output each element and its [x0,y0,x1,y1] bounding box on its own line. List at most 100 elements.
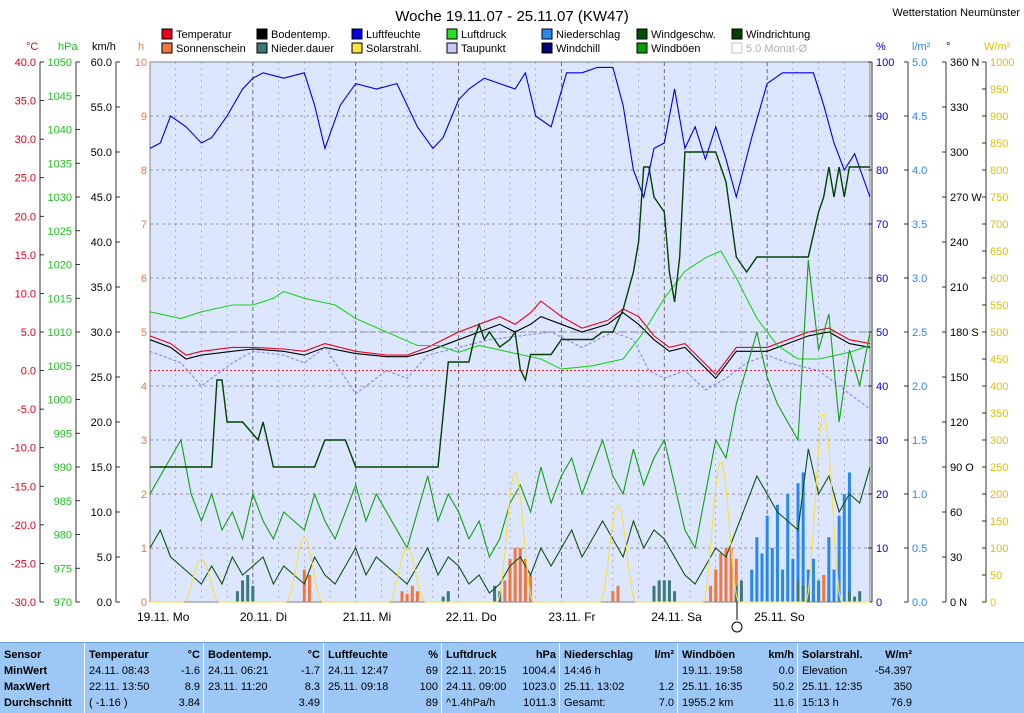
label-min: MinWert [4,665,48,677]
series-windrichtung [150,151,870,468]
legend-swatch [161,42,173,54]
bar-niederdauer [441,596,445,602]
axis-tick-humidity: 50 [876,327,888,339]
label-max: MaxWert [4,681,50,693]
series-windgeschw [149,448,871,594]
weather-chart: Woche 19.11.07 - 25.11.07 (KW47) Wetters… [11,7,1020,633]
axis-tick-solar: 700 [990,219,1008,231]
stats-min_v: -54.397 [874,665,912,677]
series-luftdruck [149,250,871,370]
bar-niederschlag [842,494,846,602]
axis-tick-temp: -15.0 [11,481,36,493]
axis-tick-humidity: 40 [876,381,888,393]
axis-tick-wind: 10.0 [91,507,112,519]
axis-tick-temp: -25.0 [11,558,36,570]
axis-tick-temp: -30.0 [11,597,36,609]
stats-unit: W/m² [885,649,912,661]
stats-max_v: 50.2 [772,681,794,693]
axis-tick-pressure: 1020 [48,260,72,272]
axis-unit-solar: W/m² [984,41,1011,53]
bar-sonnenschein [307,575,311,602]
bar-niederdauer [673,591,677,602]
axis-tick-hours: 7 [141,219,147,231]
bar-niederdauer [796,580,800,602]
series-taupunkt [149,331,871,410]
axis-tick-temp: -5.0 [17,404,36,416]
axis-tick-solar: 550 [990,300,1008,312]
stats-avg_t: Gesamt: [564,697,606,709]
bar-sonnenschein [400,591,404,602]
stats-panel: Sensor MinWert MaxWert Durchschnitt Temp… [0,642,1024,713]
axis-tick-wind: 55.0 [91,102,112,114]
stats-max_v: 8.9 [184,681,200,693]
legend: Temperatur Sonnenschein Bodentemp. Nieder.d… [161,28,810,55]
legend-label: Solarstrahl. [366,43,422,55]
stats-max_t: 24.11. 09:00 [446,681,507,693]
axis-tick-solar: 400 [990,381,1008,393]
time-marker-icon [731,621,743,633]
series-bodentemp [149,312,871,380]
axis-tick-direction: 120 [950,417,968,429]
axis-tick-solar: 500 [990,327,1008,339]
stats-avg_v: 89 [425,697,438,709]
stats-name: Windböen [682,649,736,661]
axis-tick-temp: 25.0 [15,173,36,185]
stats-max_v: 100 [419,681,438,693]
axis-tick-solar: 200 [990,489,1008,501]
axis-tick-solar: 0 [990,597,996,609]
legend-swatch [351,42,363,54]
axis-tick-solar: 600 [990,273,1008,285]
stats-column: Niederschlag l/m² 14:46 h 25.11. 13:02 1.2 Ge… [559,643,678,713]
x-axis-label: 24.11. Sa [651,610,702,624]
stats-avg_v: 11.6 [773,697,794,709]
axis-tick-temp: 10.0 [15,288,36,300]
axis-tick-pressure: 990 [54,462,72,474]
legend-label: Taupunkt [461,43,506,55]
bar-niederdauer [858,591,862,602]
bar-sonnenschein [611,591,615,602]
legend-label: 5.0 Monat-Ø [746,43,808,55]
bar-sonnenschein [405,593,409,602]
axis-tick-rain: 3.5 [912,219,927,231]
axis-tick-solar: 250 [990,462,1008,474]
bar-niederschlag [801,472,805,602]
stats-avg_v: 7.0 [658,697,674,709]
axis-tick-rain: 1.5 [912,435,927,447]
stats-max_v: 1023.0 [522,681,556,693]
axis-tick-temp: -10.0 [11,443,36,455]
stats-min_v: 1004.4 [522,665,556,677]
bar-niederschlag [781,569,785,602]
axis-tick-humidity: 90 [876,111,888,123]
axis-tick-wind: 0.0 [97,597,112,609]
axis-unit-pressure: hPa [58,41,78,53]
axis-unit-rain: l/m² [912,41,931,53]
axis-tick-hours: 4 [141,381,147,393]
bar-niederschlag [832,569,836,602]
legend-label: Bodentemp. [271,29,330,41]
legend-swatch [256,28,268,40]
x-axis-label: 19.11. Mo [137,610,190,624]
bar-niederschlag [806,569,810,602]
stats-avg_t: ( -1.16 ) [89,697,128,709]
bar-niederschlag [775,504,779,602]
axis-tick-solar: 900 [990,111,1008,123]
axis-tick-solar: 50 [990,570,1002,582]
axis-tick-pressure: 1025 [48,226,72,238]
axis-tick-humidity: 10 [876,543,888,555]
stats-name: Solarstrahl. [802,649,863,661]
axis-tick-pressure: 1000 [48,395,72,407]
series-windben [149,259,871,559]
axis-tick-temp: 15.0 [15,250,36,262]
bar-niederdauer [667,580,671,602]
bar-sonnenschein [415,591,419,602]
bar-sonnenschein [729,548,733,602]
bar-niederdauer [246,575,250,602]
stats-avg_v: 3.84 [178,697,200,709]
axis-tick-hours: 0 [141,597,147,609]
stats-avg_v: 1011.3 [523,697,556,709]
label-sensor: Sensor [4,649,42,661]
stats-min_v: 0.0 [778,665,794,677]
axis-tick-pressure: 1050 [48,57,72,69]
axis-tick-pressure: 970 [54,597,72,609]
axis-tick-temp: 0.0 [21,366,36,378]
